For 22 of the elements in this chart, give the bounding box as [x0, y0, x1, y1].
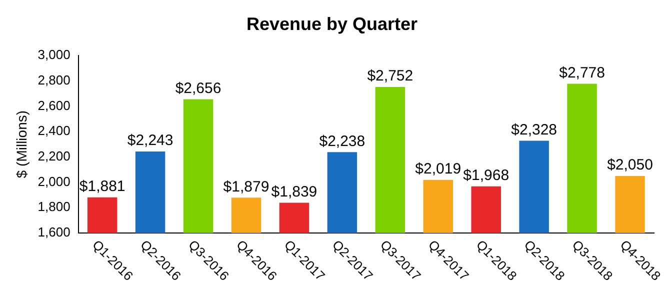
data-label: $2,243 — [127, 132, 174, 150]
data-label: $1,839 — [271, 183, 318, 200]
data-label: $1,879 — [223, 178, 270, 196]
y-tick-label: 1,600 — [38, 224, 70, 240]
data-label: $1,968 — [463, 167, 510, 184]
data-label: $2,019 — [415, 160, 462, 178]
data-label: $2,752 — [367, 68, 414, 85]
y-tick-label: 2,800 — [38, 72, 70, 88]
y-tick-label: 2,200 — [38, 148, 70, 164]
y-tick-label: 2,000 — [38, 174, 70, 189]
data-label: $2,656 — [175, 80, 222, 97]
y-tick-label: 2,600 — [38, 98, 70, 113]
y-axis-title: $ (Millions) — [13, 110, 30, 178]
data-label: $2,050 — [607, 156, 653, 174]
data-label: $2,778 — [559, 64, 605, 82]
data-label: $1,881 — [79, 178, 126, 196]
y-tick-label: 3,000 — [38, 47, 70, 62]
chart-title: Revenue by Quarter — [246, 14, 418, 34]
data-label: $2,238 — [319, 132, 366, 150]
y-tick-label: 1,800 — [38, 199, 70, 214]
y-tick-label: 2,400 — [38, 123, 70, 138]
data-label: $2,328 — [511, 121, 558, 138]
